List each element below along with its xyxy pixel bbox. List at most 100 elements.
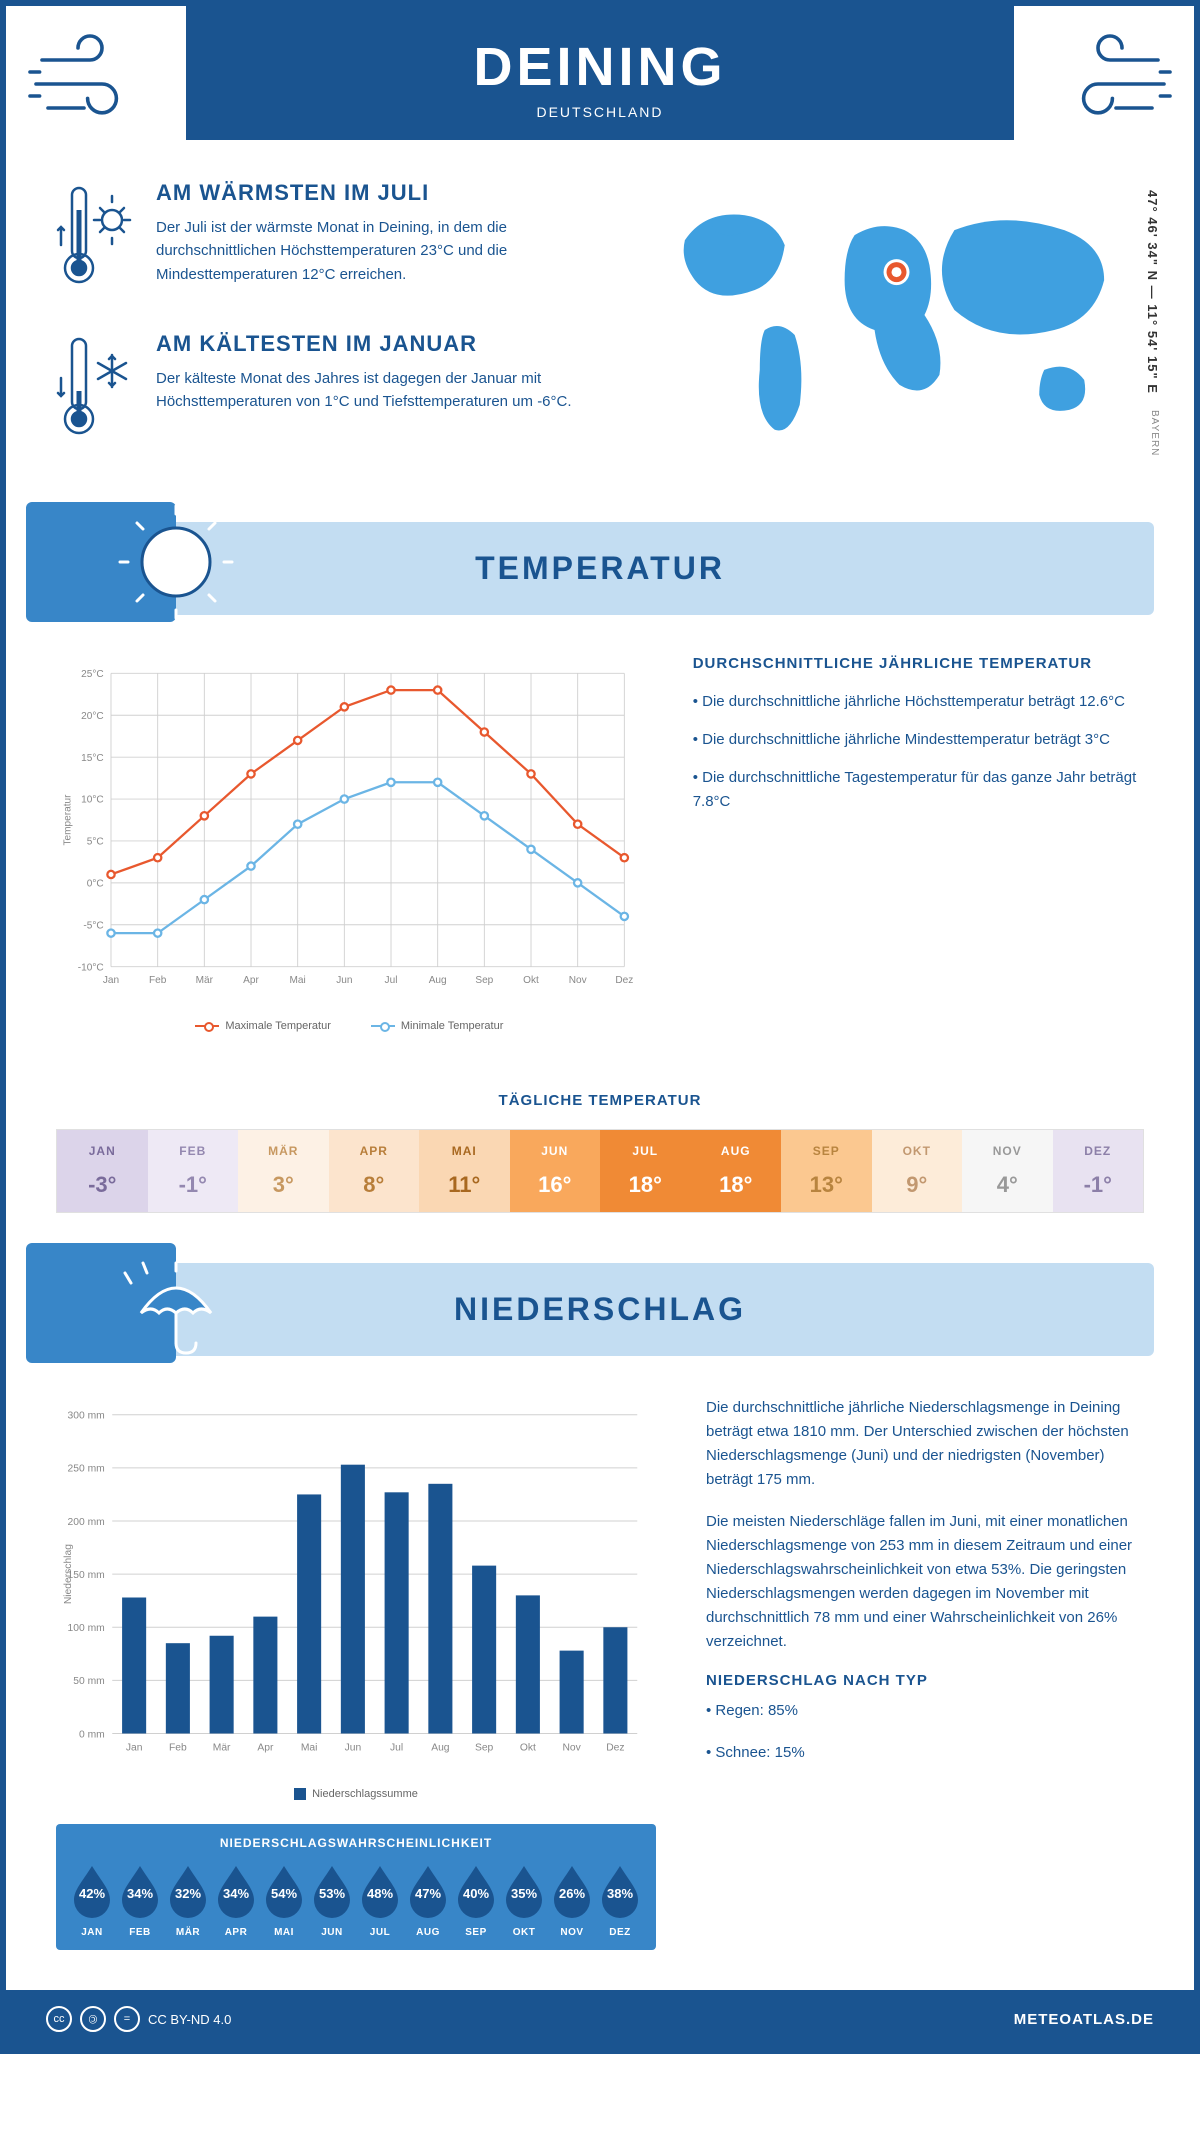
probability-box: NIEDERSCHLAGSWAHRSCHEINLICHKEIT 42%JAN34… bbox=[56, 1824, 656, 1950]
probability-drop: 38%DEZ bbox=[596, 1862, 644, 1938]
svg-text:Sep: Sep bbox=[475, 1743, 494, 1754]
daily-cell: NOV4° bbox=[962, 1130, 1053, 1212]
warmest-text: Der Juli ist der wärmste Monat in Deinin… bbox=[156, 216, 605, 286]
chart-legend: Maximale Temperatur Minimale Temperatur bbox=[56, 1020, 643, 1032]
svg-text:Jan: Jan bbox=[126, 1743, 143, 1754]
svg-text:Jun: Jun bbox=[336, 975, 352, 986]
probability-drop: 53%JUN bbox=[308, 1862, 356, 1938]
svg-text:Niederschlag: Niederschlag bbox=[63, 1544, 74, 1604]
page: DEINING DEUTSCHLAND bbox=[0, 0, 1200, 2054]
svg-text:Mär: Mär bbox=[213, 1743, 231, 1754]
svg-text:-5°C: -5°C bbox=[83, 920, 103, 931]
daily-cell: MAI11° bbox=[419, 1130, 510, 1212]
svg-text:15°C: 15°C bbox=[81, 753, 104, 764]
svg-text:10°C: 10°C bbox=[81, 795, 104, 806]
cc-icon: cc bbox=[46, 2006, 72, 2032]
warmest-title: AM WÄRMSTEN IM JULI bbox=[156, 180, 605, 206]
daily-cell: FEB-1° bbox=[148, 1130, 239, 1212]
probability-drop: 54%MAI bbox=[260, 1862, 308, 1938]
coldest-fact: AM KÄLTESTEN IM JANUAR Der kälteste Mona… bbox=[56, 331, 605, 446]
temperature-chart: -10°C-5°C0°C5°C10°C15°C20°C25°CJanFebMär… bbox=[56, 655, 643, 1032]
daily-temp-grid: JAN-3°FEB-1°MÄR3°APR8°MAI11°JUN16°JUL18°… bbox=[56, 1129, 1144, 1213]
svg-text:Nov: Nov bbox=[569, 975, 587, 986]
svg-text:5°C: 5°C bbox=[87, 837, 104, 848]
svg-text:Temperatur: Temperatur bbox=[63, 794, 74, 846]
wind-icon bbox=[24, 24, 168, 132]
legend-max: Maximale Temperatur bbox=[225, 1020, 331, 1032]
svg-text:25°C: 25°C bbox=[81, 669, 104, 680]
daily-cell: DEZ-1° bbox=[1053, 1130, 1144, 1212]
svg-text:Dez: Dez bbox=[615, 975, 633, 986]
precipitation-body: 0 mm50 mm100 mm150 mm200 mm250 mm300 mmJ… bbox=[6, 1356, 1194, 1990]
probability-drop: 40%SEP bbox=[452, 1862, 500, 1938]
precip-p2: Die meisten Niederschläge fallen im Juni… bbox=[706, 1510, 1144, 1654]
svg-text:Mai: Mai bbox=[290, 975, 306, 986]
probability-title: NIEDERSCHLAGSWAHRSCHEINLICHKEIT bbox=[68, 1836, 644, 1850]
svg-text:50 mm: 50 mm bbox=[73, 1676, 104, 1687]
daily-cell: SEP13° bbox=[781, 1130, 872, 1212]
svg-text:300 mm: 300 mm bbox=[68, 1411, 105, 1422]
svg-text:Jun: Jun bbox=[345, 1743, 362, 1754]
by-icon: 🄯 bbox=[80, 2006, 106, 2032]
svg-text:Aug: Aug bbox=[429, 975, 447, 986]
legend-min: Minimale Temperatur bbox=[401, 1020, 504, 1032]
svg-text:0 mm: 0 mm bbox=[79, 1730, 105, 1741]
svg-text:Aug: Aug bbox=[431, 1743, 450, 1754]
sun-banner-icon bbox=[26, 502, 176, 622]
svg-text:20°C: 20°C bbox=[81, 711, 104, 722]
daily-cell: OKT9° bbox=[872, 1130, 963, 1212]
probability-drop: 32%MÄR bbox=[164, 1862, 212, 1938]
daily-cell: JUL18° bbox=[600, 1130, 691, 1212]
probability-drop: 48%JUL bbox=[356, 1862, 404, 1938]
temperature-body: -10°C-5°C0°C5°C10°C15°C20°C25°CJanFebMär… bbox=[6, 615, 1194, 1072]
footer: cc 🄯 = CC BY-ND 4.0 METEOATLAS.DE bbox=[6, 1990, 1194, 2048]
line-chart: -10°C-5°C0°C5°C10°C15°C20°C25°CJanFebMär… bbox=[56, 655, 643, 1003]
bar-legend-label: Niederschlagssumme bbox=[312, 1788, 418, 1800]
facts-column: AM WÄRMSTEN IM JULI Der Juli ist der wär… bbox=[56, 180, 605, 482]
avg-temp-b1: • Die durchschnittliche jährliche Höchst… bbox=[693, 690, 1144, 714]
intro-section: AM WÄRMSTEN IM JULI Der Juli ist der wär… bbox=[6, 140, 1194, 522]
probability-drop: 34%APR bbox=[212, 1862, 260, 1938]
wind-icon bbox=[1032, 24, 1176, 132]
precip-p1: Die durchschnittliche jährliche Niedersc… bbox=[706, 1396, 1144, 1492]
daily-cell: APR8° bbox=[329, 1130, 420, 1212]
license: cc 🄯 = CC BY-ND 4.0 bbox=[46, 2006, 231, 2032]
avg-temp-b2: • Die durchschnittliche jährliche Mindes… bbox=[693, 728, 1144, 752]
svg-text:Okt: Okt bbox=[520, 1743, 536, 1754]
daily-cell: JAN-3° bbox=[57, 1130, 148, 1212]
probability-drop: 42%JAN bbox=[68, 1862, 116, 1938]
probability-drop: 47%AUG bbox=[404, 1862, 452, 1938]
precip-type2: • Schnee: 15% bbox=[706, 1741, 1144, 1765]
avg-temp-b3: • Die durchschnittliche Tagestemperatur … bbox=[693, 766, 1144, 814]
license-text: CC BY-ND 4.0 bbox=[148, 2012, 231, 2027]
thermometer-sun-icon bbox=[56, 180, 136, 295]
temperature-text: DURCHSCHNITTLICHE JÄHRLICHE TEMPERATUR •… bbox=[693, 655, 1144, 1032]
nd-icon: = bbox=[114, 2006, 140, 2032]
bar-chart: 0 mm50 mm100 mm150 mm200 mm250 mm300 mmJ… bbox=[56, 1396, 656, 1771]
header-left-corner bbox=[6, 6, 186, 146]
daily-cell: JUN16° bbox=[510, 1130, 601, 1212]
map-column: 47° 46' 34" N — 11° 54' 15" E BAYERN bbox=[645, 180, 1144, 482]
coldest-title: AM KÄLTESTEN IM JANUAR bbox=[156, 331, 605, 357]
svg-text:200 mm: 200 mm bbox=[68, 1517, 105, 1528]
world-map bbox=[645, 180, 1144, 460]
probability-row: 42%JAN34%FEB32%MÄR34%APR54%MAI53%JUN48%J… bbox=[68, 1862, 644, 1938]
svg-text:250 mm: 250 mm bbox=[68, 1464, 105, 1475]
header: DEINING DEUTSCHLAND bbox=[6, 6, 1194, 140]
svg-text:-10°C: -10°C bbox=[78, 962, 104, 973]
precip-type-title: NIEDERSCHLAG NACH TYP bbox=[706, 1672, 1144, 1689]
precipitation-text: Die durchschnittliche jährliche Niedersc… bbox=[706, 1396, 1144, 1950]
umbrella-banner-icon bbox=[26, 1243, 176, 1363]
svg-text:100 mm: 100 mm bbox=[68, 1623, 105, 1634]
svg-text:Feb: Feb bbox=[169, 1743, 187, 1754]
svg-text:0°C: 0°C bbox=[87, 879, 104, 890]
svg-text:Mär: Mär bbox=[196, 975, 214, 986]
precipitation-left: 0 mm50 mm100 mm150 mm200 mm250 mm300 mmJ… bbox=[56, 1396, 656, 1950]
svg-text:Jan: Jan bbox=[103, 975, 119, 986]
probability-drop: 35%OKT bbox=[500, 1862, 548, 1938]
coldest-text: Der kälteste Monat des Jahres ist dagege… bbox=[156, 367, 605, 414]
svg-text:Apr: Apr bbox=[257, 1743, 274, 1754]
probability-drop: 26%NOV bbox=[548, 1862, 596, 1938]
svg-text:Mai: Mai bbox=[301, 1743, 318, 1754]
temperature-banner: TEMPERATUR bbox=[46, 522, 1154, 615]
